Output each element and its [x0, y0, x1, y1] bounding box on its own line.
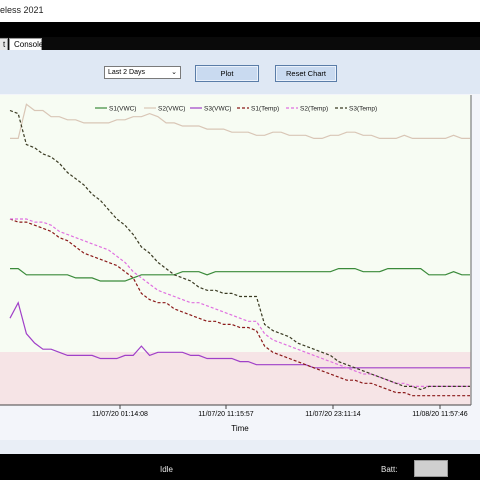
reset-chart-button[interactable]: Reset Chart [275, 65, 337, 82]
series-line-s3vwc [9, 301, 470, 369]
legend-label: S1(Temp) [251, 106, 279, 113]
x-tick-label: 11/07/20 01:14:08 [92, 411, 148, 418]
legend-label: S1(VWC) [109, 106, 136, 113]
status-bar [0, 454, 480, 480]
x-tick-label: 11/07/20 23:11:14 [305, 411, 361, 418]
tab-previous[interactable]: t [0, 38, 8, 50]
legend-label: S3(Temp) [349, 106, 377, 113]
x-axis-ticks: 11/07/20 01:14:08 11/07/20 11:15:57 11/07/… [92, 405, 468, 418]
legend-label: S2(Temp) [300, 106, 328, 113]
sensor-chart: S1(VWC) S2(VWC) S3(VWC) S1(Temp) S2(Temp) S3(… [0, 95, 472, 418]
battery-indicator [414, 460, 448, 477]
range-select-value: Last 2 Days [108, 69, 145, 76]
range-select[interactable]: Last 2 Days ⌄ [104, 66, 181, 79]
series-line-s2vwc [10, 103, 470, 139]
x-axis-title: Time [231, 424, 249, 433]
series-line-s1vwc [10, 268, 470, 282]
legend-label: S2(VWC) [158, 106, 185, 113]
x-tick-label: 11/08/20 11:57:46 [412, 411, 468, 418]
plot-button[interactable]: Plot [195, 65, 259, 82]
window-title: eless 2021 [0, 5, 44, 15]
series-line-s2temp [10, 218, 470, 387]
x-tick-label: 11/07/20 11:15:57 [198, 411, 254, 418]
title-band [0, 22, 480, 37]
series-layer [9, 103, 470, 397]
legend: S1(VWC) S2(VWC) S3(VWC) S1(Temp) S2(Temp) S3(… [95, 106, 377, 113]
battery-label: Batt: [381, 465, 398, 474]
tab-strip [0, 37, 480, 50]
status-text: Idle [160, 465, 173, 474]
chevron-down-icon: ⌄ [171, 69, 177, 76]
status-divider [0, 440, 480, 454]
series-line-s3temp [9, 109, 470, 391]
title-bar: eless 2021 [0, 0, 480, 22]
tab-console[interactable]: Console [9, 38, 43, 50]
series-line-s1temp [9, 218, 470, 397]
low-range-band [0, 352, 471, 405]
legend-label: S3(VWC) [204, 106, 231, 113]
